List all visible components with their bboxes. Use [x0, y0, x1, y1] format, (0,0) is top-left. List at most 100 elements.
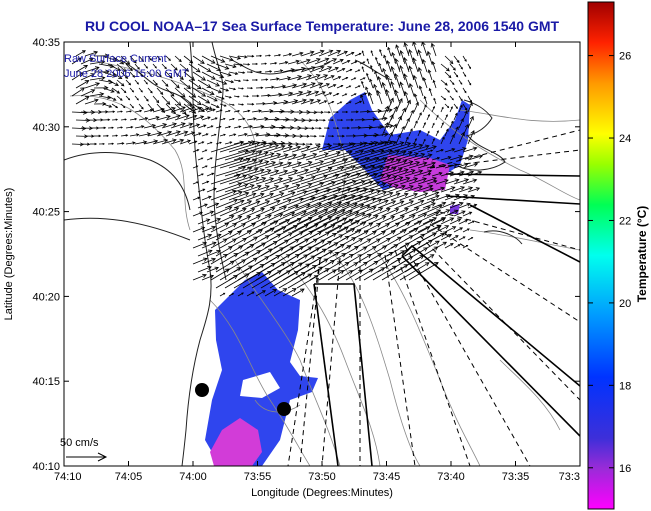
current-vector	[242, 200, 260, 209]
current-vector-head	[399, 81, 404, 87]
current-vector-head	[392, 140, 397, 146]
current-vector-head	[346, 187, 352, 192]
current-vector	[341, 60, 350, 65]
current-vector-head	[414, 207, 420, 212]
current-vector	[417, 130, 421, 137]
current-vector-head	[310, 255, 316, 260]
current-vector	[174, 114, 190, 121]
current-vector	[318, 159, 348, 169]
current-vector-head	[274, 185, 280, 190]
current-vector	[413, 185, 433, 193]
current-vector-head	[442, 136, 445, 140]
current-vector	[300, 160, 324, 169]
current-vector-head	[98, 134, 102, 138]
current-vector-head	[391, 230, 396, 235]
current-vector-head	[472, 220, 475, 224]
current-vector-head	[468, 66, 471, 70]
current-vector-head	[385, 165, 391, 171]
current-vector-head	[347, 126, 351, 130]
current-vector	[390, 263, 419, 281]
current-vector	[197, 95, 210, 104]
current-vector-head	[462, 147, 467, 152]
current-vector	[224, 215, 242, 225]
current-vector-head	[211, 241, 217, 246]
current-vector-head	[229, 141, 233, 144]
current-vector-head	[376, 89, 381, 95]
current-vector-head	[423, 138, 426, 141]
current-vector	[318, 173, 351, 185]
current-vector	[305, 91, 319, 97]
current-vector-head	[268, 248, 273, 253]
current-vector-head	[220, 109, 223, 112]
current-vector	[237, 223, 256, 233]
current-vector-head	[434, 191, 440, 196]
current-vector	[125, 79, 131, 86]
current-vector	[385, 89, 392, 105]
current-vector-head	[337, 201, 342, 206]
current-vector-head	[368, 180, 374, 185]
current-vector-head	[253, 167, 259, 172]
current-vector-head	[186, 84, 191, 90]
current-vector-head	[298, 262, 304, 267]
current-vector	[242, 271, 272, 289]
current-vector-head	[279, 247, 285, 252]
current-vector-head	[405, 222, 411, 227]
current-vector-head	[455, 126, 459, 130]
current-vector	[242, 215, 261, 225]
current-vector-head	[324, 268, 330, 273]
current-vector	[336, 51, 348, 57]
current-vector-head	[96, 126, 100, 130]
current-vector-head	[432, 79, 436, 83]
current-vector-head	[315, 118, 319, 122]
current-vector-head	[259, 54, 263, 57]
current-vector-head	[120, 126, 124, 129]
current-vector-head	[257, 184, 262, 190]
current-vector-head	[395, 149, 401, 154]
current-vector-head	[340, 209, 346, 214]
current-vector-head	[361, 50, 364, 53]
current-vector-head	[339, 166, 345, 171]
current-vector	[327, 187, 360, 201]
current-vector-head	[345, 77, 349, 80]
current-vector-head	[258, 159, 264, 164]
current-vector-head	[437, 204, 443, 210]
current-vector-head	[326, 188, 332, 193]
current-vector-head	[377, 253, 383, 258]
current-vector-head	[400, 250, 406, 255]
current-vector-head	[203, 124, 207, 128]
current-vector	[453, 71, 459, 78]
current-vector-head	[399, 65, 404, 70]
current-vector	[120, 71, 128, 79]
current-vector-head	[113, 97, 117, 101]
current-vector-head	[359, 203, 365, 208]
current-vector-head	[319, 127, 322, 130]
current-vector	[345, 269, 363, 281]
current-vector	[305, 181, 336, 193]
current-vector-head	[352, 202, 358, 207]
current-vector-head	[377, 198, 383, 203]
current-vector-head	[422, 77, 427, 82]
current-vector	[291, 146, 310, 153]
current-vector	[413, 75, 419, 89]
current-vector-head	[280, 109, 285, 114]
current-vector	[291, 52, 303, 57]
current-vector-head	[131, 90, 135, 93]
current-vector	[309, 50, 325, 57]
current-vector-head	[196, 100, 202, 106]
x-tick-label: 73:35	[502, 471, 530, 483]
current-vector	[129, 118, 137, 121]
current-vector-head	[372, 117, 377, 122]
current-vector-head	[151, 124, 157, 128]
current-vector	[377, 230, 396, 241]
current-vector	[440, 171, 454, 177]
current-vector	[444, 87, 450, 93]
current-vector-head	[209, 210, 215, 215]
current-vector-head	[381, 81, 386, 87]
current-vector-head	[129, 67, 133, 72]
current-vector	[98, 63, 114, 68]
current-vector	[377, 216, 395, 225]
current-vector-head	[361, 80, 364, 84]
current-vector-head	[369, 268, 374, 273]
current-vector	[431, 138, 435, 145]
current-vector-head	[247, 230, 253, 235]
